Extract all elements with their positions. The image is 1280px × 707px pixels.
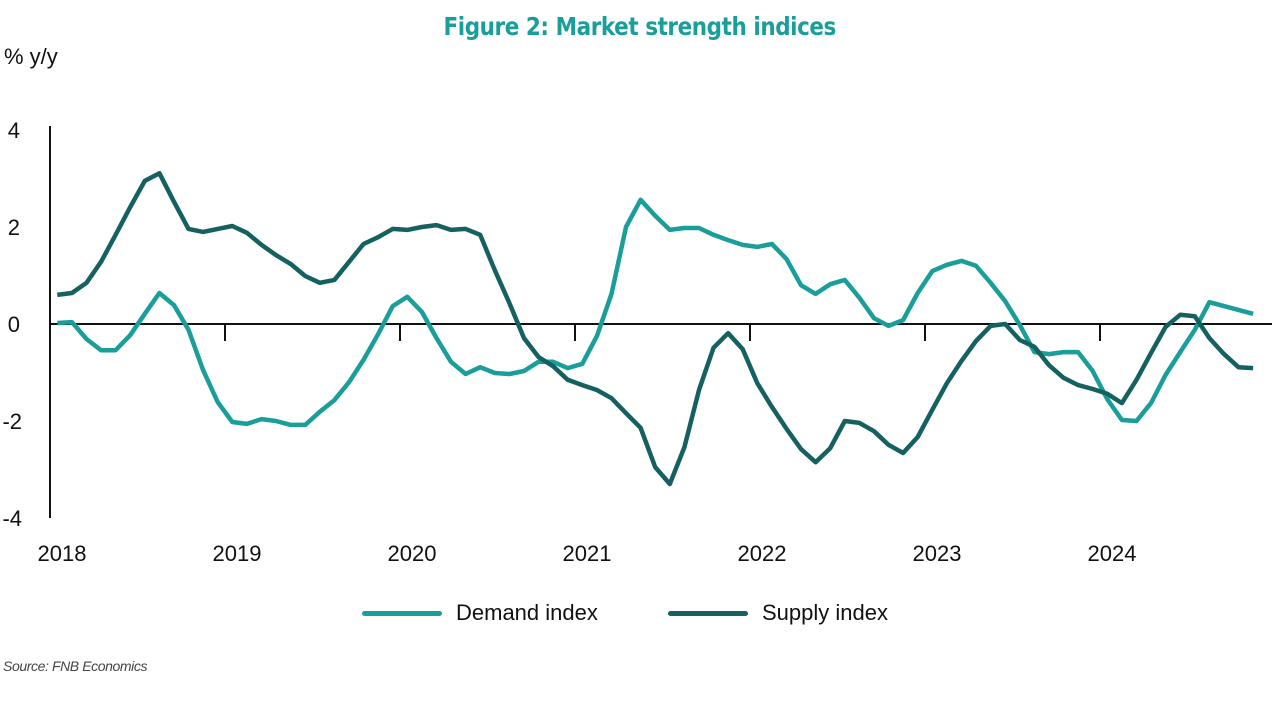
x-tick-label: 2019	[213, 541, 262, 566]
series-line-demand-index	[57, 197, 1254, 428]
x-tick-label: 2021	[563, 541, 612, 566]
y-tick-label: 0	[8, 312, 20, 337]
legend: Demand index Supply index	[0, 600, 1280, 630]
legend-item-demand: Demand index	[362, 600, 598, 626]
y-tick-label: -2	[2, 409, 22, 434]
legend-label-supply: Supply index	[762, 600, 888, 625]
legend-label-demand: Demand index	[456, 600, 598, 625]
x-tick-label: 2022	[738, 541, 787, 566]
chart-title: Figure 2: Market strength indices	[443, 12, 836, 41]
y-tick-label: 4	[8, 118, 20, 143]
series-layer	[57, 170, 1254, 487]
legend-swatch-demand	[362, 610, 442, 616]
x-tick-label: 2018	[38, 541, 87, 566]
axes: 4 2 0 -2 -4 2018 2019 2020 2021 2022 2023 2024	[2, 118, 1272, 566]
y-axis-unit-label: % y/y	[4, 44, 58, 69]
y-tick-label: 2	[8, 215, 20, 240]
x-tick-label: 2020	[388, 541, 437, 566]
legend-item-supply: Supply index	[668, 600, 888, 626]
x-tick-label: 2023	[913, 541, 962, 566]
legend-swatch-supply	[668, 610, 748, 616]
source-note: Source: FNB Economics	[3, 658, 148, 674]
x-tick-label: 2024	[1088, 541, 1137, 566]
series-line-supply-index	[57, 170, 1254, 487]
y-tick-label: -4	[2, 506, 22, 531]
